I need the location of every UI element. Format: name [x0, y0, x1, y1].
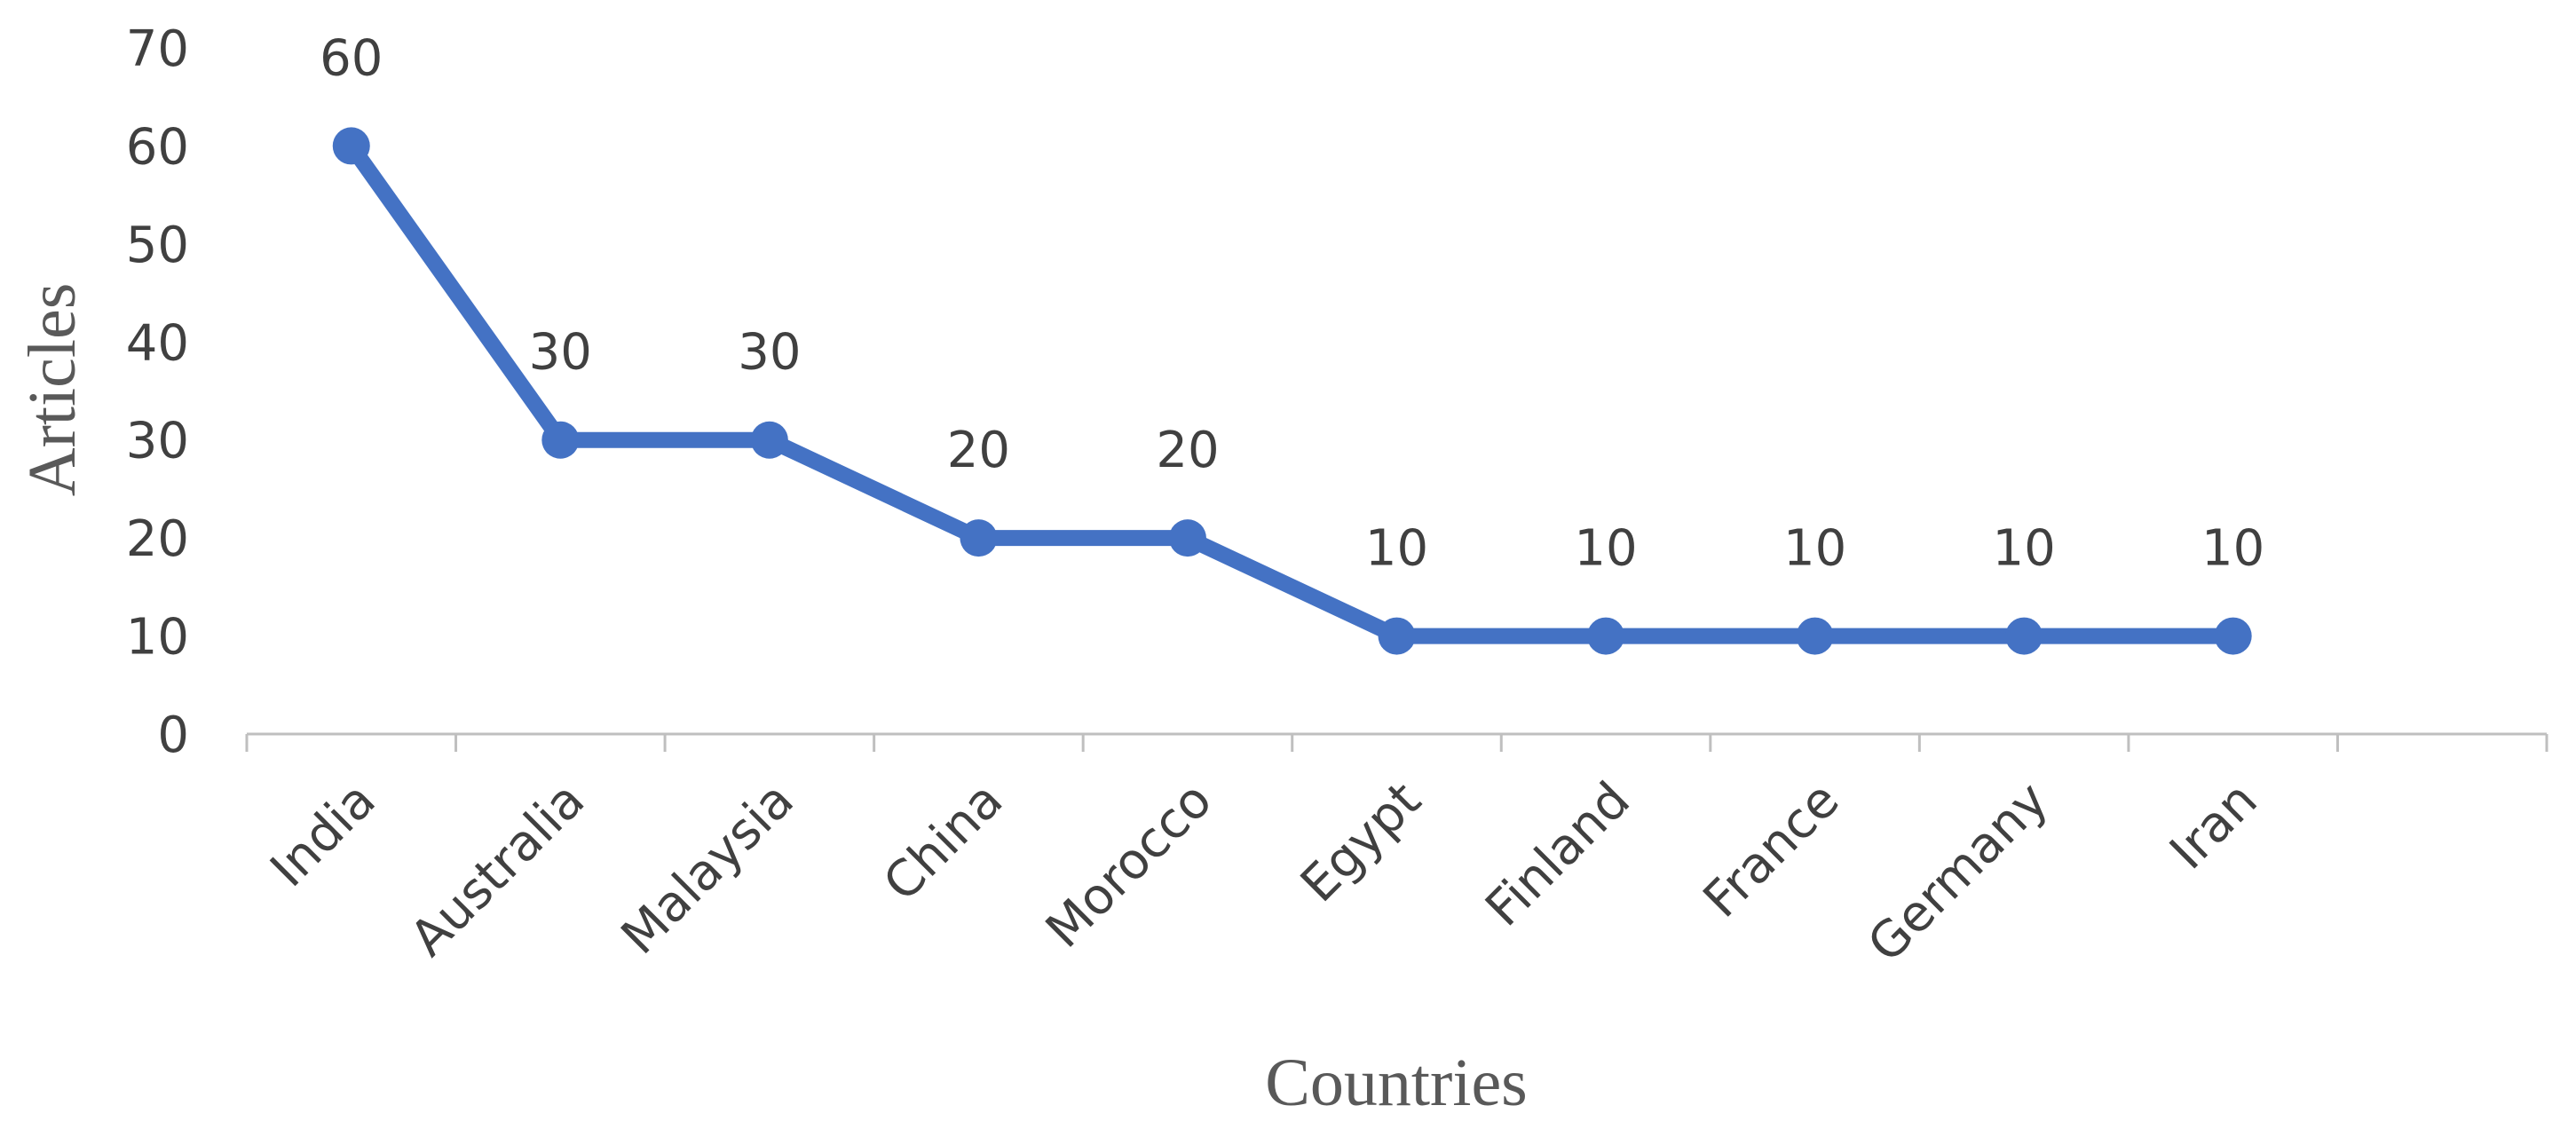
marker	[2005, 617, 2043, 655]
x-tick-label: Australia	[399, 771, 596, 967]
marker	[2214, 617, 2252, 655]
data-label: 20	[1156, 422, 1219, 479]
x-tick-label: Iran	[2159, 771, 2268, 880]
x-tick-label: Finland	[1474, 771, 1640, 937]
marker	[1587, 617, 1625, 655]
data-label: 10	[1783, 520, 1846, 578]
x-tick-label: France	[1693, 771, 1851, 929]
marker	[1168, 519, 1206, 557]
marker	[541, 421, 580, 459]
data-label: 30	[738, 324, 801, 382]
data-label: 10	[1574, 520, 1637, 578]
data-label: 10	[2201, 520, 2264, 578]
y-axis-title: Articles	[15, 283, 90, 497]
y-tick-label: 10	[126, 609, 189, 667]
x-axis-title: Countries	[1265, 1046, 1528, 1120]
y-tick-label: 60	[126, 118, 189, 176]
x-tick-label: China	[873, 771, 1014, 912]
data-label: 30	[529, 324, 592, 382]
marker	[960, 519, 998, 557]
x-tick-label: Morocco	[1035, 771, 1223, 959]
data-label: 10	[1993, 520, 2056, 578]
x-tick-label: India	[260, 771, 387, 898]
x-tick-label: Germany	[1857, 771, 2059, 974]
series-line	[344, 141, 2233, 644]
marker	[332, 127, 370, 165]
y-tick-label: 30	[126, 413, 189, 470]
x-tick-label: Egypt	[1290, 771, 1432, 913]
y-tick-label: 50	[126, 217, 189, 274]
y-tick-label: 70	[126, 20, 189, 78]
marker	[1796, 617, 1834, 655]
data-label: 60	[320, 29, 383, 87]
y-tick-label: 40	[126, 314, 189, 372]
marker	[750, 421, 788, 459]
x-tick-label: Malaysia	[611, 771, 805, 966]
marker	[1378, 617, 1416, 655]
y-tick-label: 0	[157, 707, 189, 764]
y-tick-label: 20	[126, 510, 189, 568]
data-label: 10	[1365, 520, 1428, 578]
data-label: 20	[947, 422, 1010, 479]
